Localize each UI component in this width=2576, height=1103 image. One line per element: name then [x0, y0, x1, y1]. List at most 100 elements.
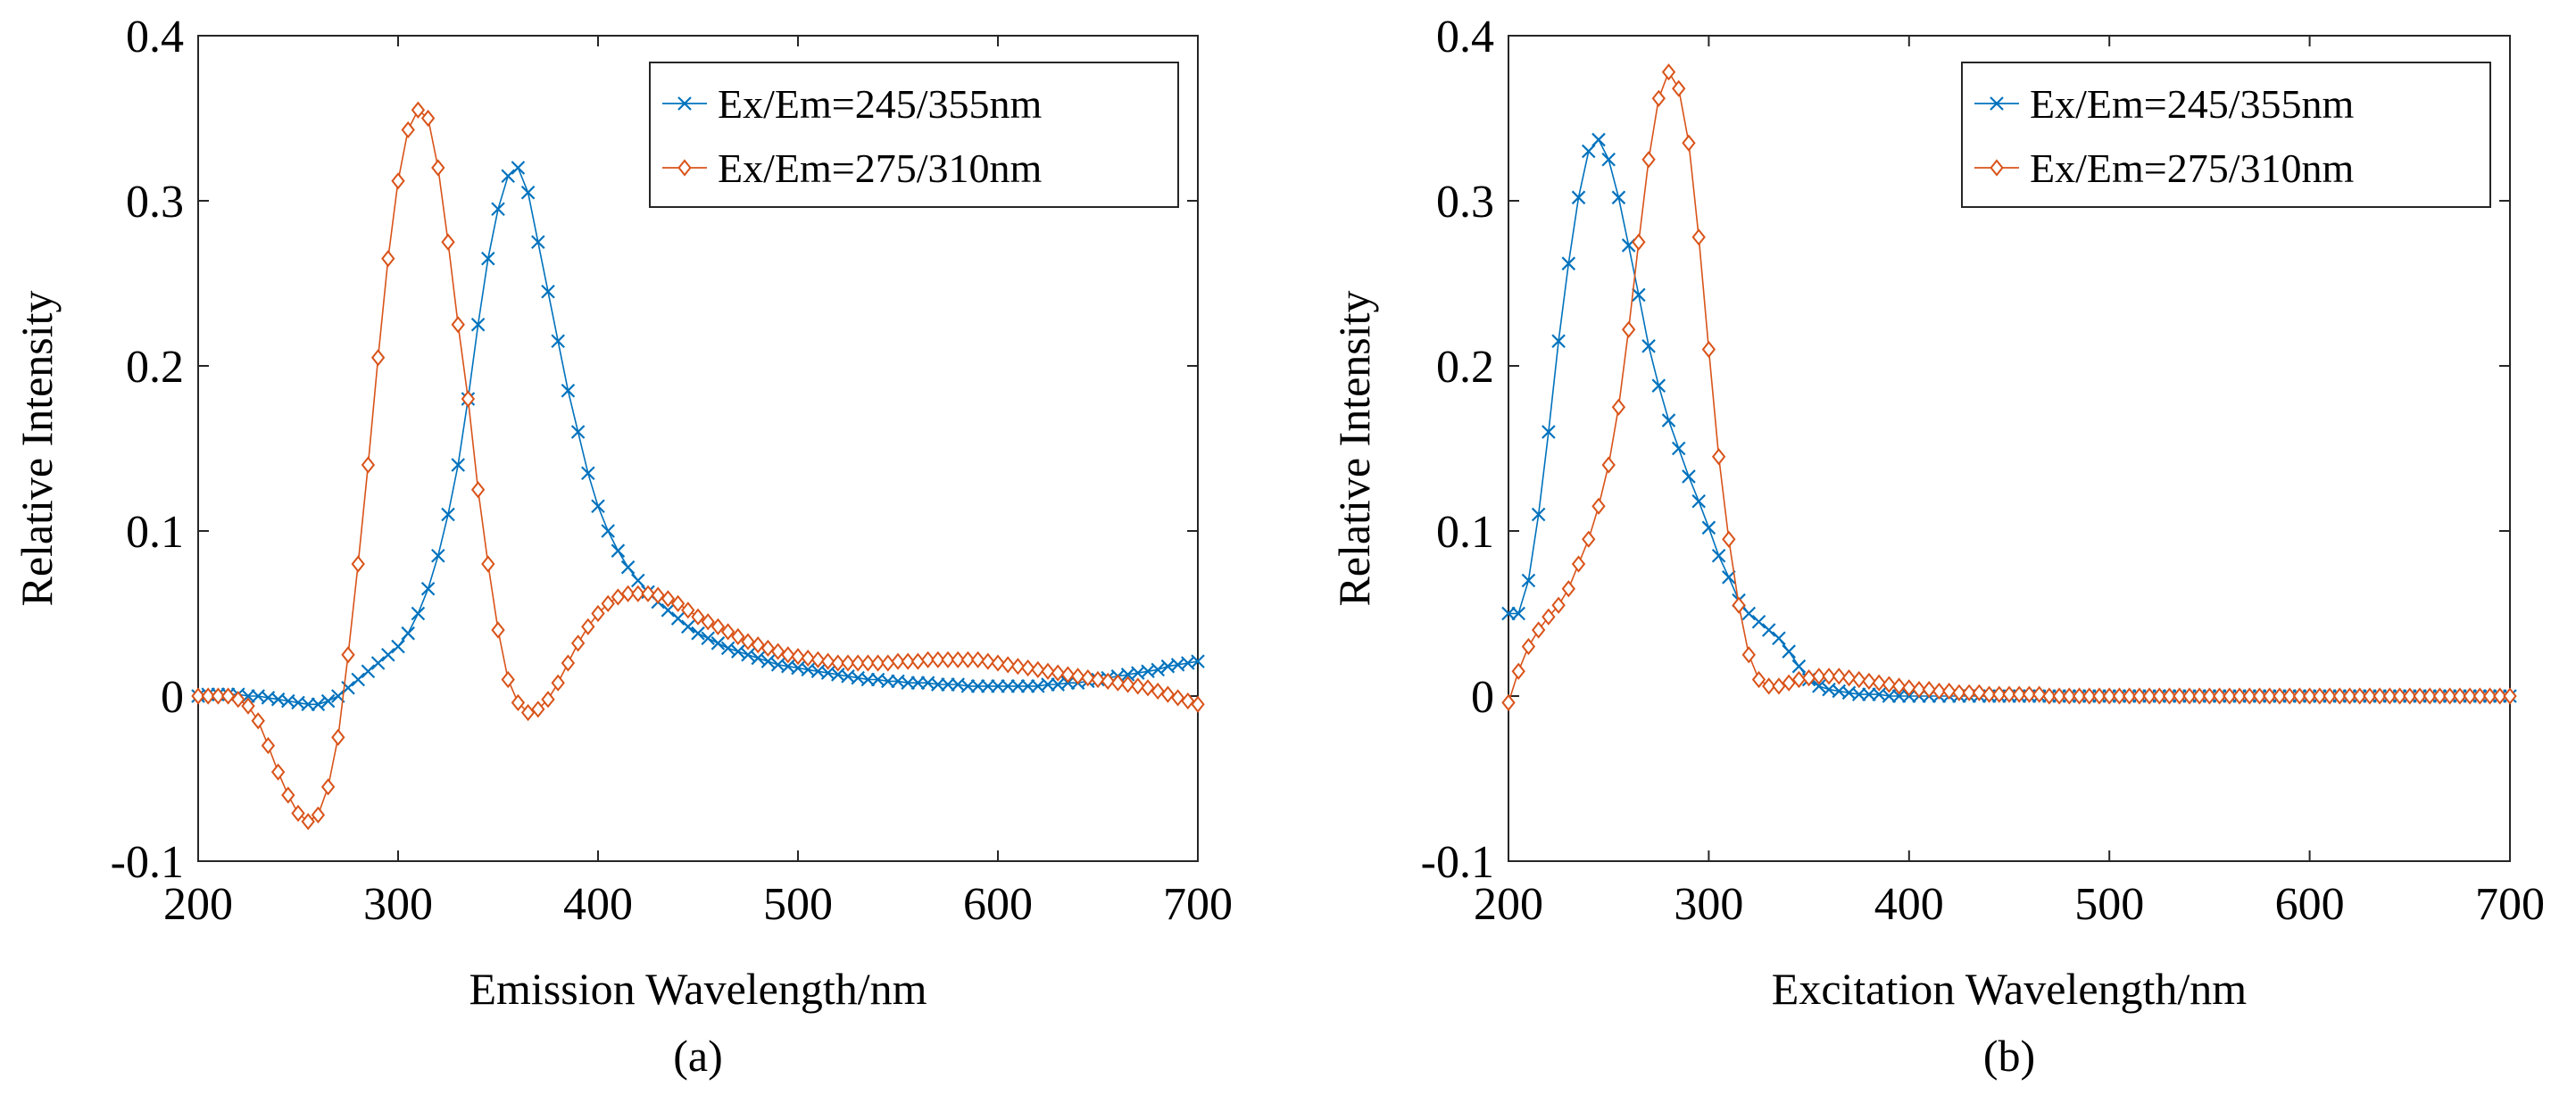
panel-a-series-1-point	[851, 654, 865, 672]
panel-b-series-1-point	[2202, 687, 2217, 705]
panel-a-series-0-point	[611, 543, 626, 558]
panel-b-series-1-point	[2503, 687, 2517, 705]
panel-a-series-0-point	[501, 169, 515, 184]
panel-b-series-1-point	[1501, 693, 1516, 712]
panel-b-series-1-point	[1751, 670, 1766, 689]
panel-b-series-0-point	[1891, 689, 1907, 703]
panel-b-series-1-point	[2052, 687, 2066, 705]
panel-b-series-1-point	[1741, 646, 1756, 664]
panel-b-series-1-point	[2482, 687, 2497, 705]
panel-b-series-1-point	[1732, 596, 1746, 614]
panel-a-series-0-point	[701, 631, 715, 646]
panel-a-series-1-point	[881, 654, 895, 672]
panel-a-series-1-point	[960, 651, 976, 668]
panel-a-series-1-point	[611, 588, 626, 606]
panel-b-ytick-label: -0.1	[1421, 837, 1494, 888]
panel-b-series-1-point	[2353, 687, 2367, 705]
panel-b-series-0-point	[1751, 614, 1766, 629]
panel-b-series-1-point	[2432, 687, 2447, 705]
panel-a-series-1-point	[520, 703, 536, 722]
panel-b-series-1-point	[1992, 685, 2007, 703]
panel-a-axes-box	[197, 35, 1199, 862]
panel-a-series-0-point	[881, 674, 895, 689]
panel-a-series-1-point	[681, 601, 695, 619]
panel-a-series-1-point	[270, 763, 286, 781]
panel-b-series-1-point	[1611, 398, 1626, 416]
panel-b-series-1-point	[2062, 687, 2077, 705]
panel-a-series-1-point	[1041, 662, 1055, 680]
panel-b-series-1-point	[1891, 677, 1907, 695]
panel-a-series-0-point	[661, 603, 676, 618]
panel-b-series-0-point	[1772, 631, 1786, 646]
panel-a-series-0-point	[620, 560, 636, 575]
panel-b-series-0-point	[1531, 507, 1546, 522]
panel-b-series-1-point	[2223, 687, 2237, 705]
panel-a-series-1-point	[920, 651, 935, 668]
panel-b-series-1-point	[2252, 687, 2267, 705]
panel-a-series-1-point	[791, 647, 805, 666]
panel-a-series-0-point	[481, 251, 495, 266]
panel-a-caption: (a)	[673, 1031, 723, 1081]
panel-b-series-0-point	[1812, 679, 1826, 693]
panel-a-series-0-point	[351, 672, 365, 687]
panel-a-series-0-point	[361, 664, 376, 679]
panel-a-series-1-point	[1131, 677, 1145, 695]
panel-b-series-1-point	[2403, 687, 2417, 705]
panel-b-series-1-point	[1812, 668, 1826, 685]
panel-a-series-0-point	[691, 626, 705, 641]
panel-b-series-0-point	[1851, 687, 1866, 701]
panel-a-series-0-point	[601, 524, 615, 538]
panel-a-series-1-point	[670, 594, 686, 613]
panel-a-series-0-point	[1010, 679, 1026, 693]
panel-b-ytick-label: 0.1	[1436, 507, 1494, 558]
panel-b-series-0-point	[1661, 413, 1676, 427]
panel-b-series-1-point	[2092, 687, 2107, 705]
panel-a-series-0-point	[370, 656, 386, 670]
panel-b-series-1-point	[2212, 687, 2227, 705]
panel-a-series-1-point	[901, 652, 915, 670]
panel-b-series-1-point	[2182, 687, 2197, 705]
panel-b-xtick-label: 700	[2475, 879, 2545, 930]
panel-b-y-axis-title: Relative Intensity	[1329, 290, 1379, 606]
panel-b-series-1-point	[1711, 448, 1726, 466]
panel-a-series-0-point	[420, 581, 436, 596]
panel-b-series-0-point	[1701, 520, 1716, 535]
panel-a-series-1-point	[1031, 660, 1045, 679]
panel-a-ytick-label: -0.1	[111, 837, 184, 888]
panel-b-series-1-point	[2232, 687, 2247, 705]
panel-a-series-1-point	[261, 736, 276, 755]
panel-a-series-0-point	[731, 644, 745, 659]
panel-b-series-1-point	[2273, 687, 2287, 705]
panel-b-series-0-point	[1632, 287, 1646, 303]
panel-a-series-0-point	[860, 672, 876, 687]
panel-a-series-1-point	[810, 651, 826, 668]
panel-a-series-1-point	[311, 806, 326, 824]
panel-a-series-0-point	[311, 697, 326, 712]
panel-a-series-1-point	[501, 670, 515, 689]
panel-a-series-1-point	[1091, 670, 1105, 689]
panel-b-ytick-label: 0.3	[1436, 177, 1494, 228]
panel-a-series-1-point	[860, 654, 876, 672]
panel-b-series-1-point	[1621, 320, 1636, 338]
panel-a-series-1-point	[381, 250, 395, 268]
panel-a-series-1-point	[1051, 664, 1065, 682]
panel-a-series-1-point	[561, 654, 576, 672]
panel-b-series-1-point	[1682, 134, 1696, 152]
panel-a-series-0-point	[1001, 679, 1015, 693]
panel-b-xtick-label: 500	[2074, 879, 2144, 930]
panel-a-legend-label-0: Ex/Em=245/355nm	[718, 81, 1042, 127]
panel-a-xtick-label: 300	[363, 879, 433, 930]
panel-a-series-0-point	[670, 611, 686, 626]
panel-b-series-1-point	[1541, 608, 1556, 626]
panel-a-series-1-point	[891, 652, 905, 670]
panel-b-series-1-point	[2382, 687, 2397, 705]
panel-b-series-1-point	[2102, 687, 2116, 705]
panel-b-series-1-point	[1762, 677, 1776, 695]
panel-a-series-1-point	[931, 651, 945, 668]
panel-b-series-1-point	[1822, 668, 1836, 685]
panel-b-series-0-point	[1611, 190, 1626, 205]
panel-b-series-0-point	[1711, 548, 1726, 563]
panel-a-chart: 200 300 400 500 600 700 -0.1 0 0.1 0.2 0.3 0.4 Emiss…	[12, 12, 1233, 1081]
panel-b-series-1-point	[1661, 63, 1676, 81]
panel-b-series-1-point	[2162, 687, 2177, 705]
